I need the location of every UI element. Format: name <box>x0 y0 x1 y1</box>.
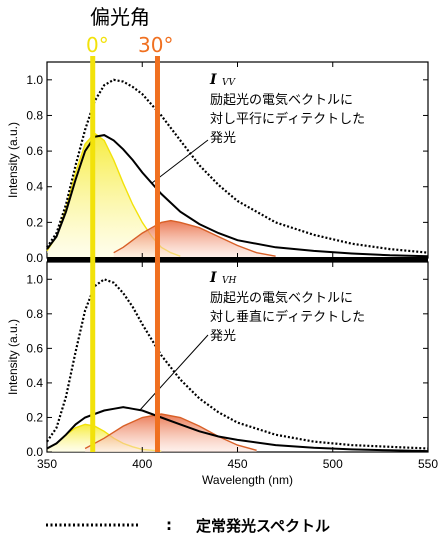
series-fill-angle-30 <box>113 220 276 258</box>
series-line-angle-30 <box>113 219 276 257</box>
annotation-pointer <box>151 139 209 184</box>
y-tick-label: 0.8 <box>26 307 43 321</box>
series-steady-state <box>46 278 429 450</box>
polarization-angle-title: 偏光角 <box>90 5 150 29</box>
annotation-pointer <box>139 334 209 411</box>
x-tick-label: 400 <box>132 457 152 471</box>
angle-0-label: 0° <box>86 33 109 57</box>
y-tick-label: 0.8 <box>26 108 43 122</box>
annotation-subscript: VV <box>222 78 236 88</box>
y-tick-label: 0.6 <box>26 341 43 355</box>
annotation-text: 対し平行にディテクトした <box>210 111 365 127</box>
annotation-subscript: VH <box>222 276 236 286</box>
annotation-text: 発光 <box>210 131 236 146</box>
y-tick-label: 0.6 <box>26 144 43 158</box>
angle-30-label: 30° <box>138 33 173 57</box>
annotation-text: 対し垂直にディテクトした <box>210 309 365 325</box>
x-tick-label: 500 <box>323 457 343 471</box>
annotation-text: 発光 <box>210 329 236 344</box>
x-tick-label: 450 <box>227 457 247 471</box>
annotation-text: 励起光の電気ベクトルに <box>210 290 353 306</box>
x-axis-label: Wavelength (nm) <box>202 473 293 487</box>
y-axis-label: Intensity (a.u.) <box>6 122 20 198</box>
y-tick-label: 1.0 <box>26 272 43 286</box>
top-panel: 0.0 0.2 0.4 0.6 0.8 1.0 Intensity (a.u.) I VV 励起光… <box>6 61 429 265</box>
y-tick-label: 1.0 <box>26 73 43 87</box>
y-tick-label: 0.2 <box>26 215 43 229</box>
y-tick-label: 0.4 <box>26 376 43 390</box>
x-tick-label: 350 <box>37 457 57 471</box>
y-tick-label: 0.0 <box>26 251 43 265</box>
legend-separator: : <box>166 516 172 534</box>
series-steady-state <box>46 78 429 254</box>
annotation-symbol: I <box>209 270 217 286</box>
plot-frame <box>46 261 429 453</box>
legend-label: 定常発光スペクトル <box>196 517 330 535</box>
y-tick-label: 0.4 <box>26 180 43 194</box>
bottom-panel: 0.0 0.2 0.4 0.6 0.8 1.0 350 400 450 500 550 Intensi… <box>6 261 438 487</box>
series-measured <box>46 406 429 453</box>
series-line-angle-30 <box>84 413 257 451</box>
series-measured <box>46 134 429 258</box>
annotation-symbol: I <box>209 72 217 88</box>
annotation-text: 励起光の電気ベクトルに <box>210 92 353 108</box>
x-tick-label: 550 <box>418 457 438 471</box>
y-tick-label: 0.2 <box>26 410 43 424</box>
y-axis-label: Intensity (a.u.) <box>6 319 20 395</box>
series-fill-angle-30 <box>85 414 257 452</box>
y-tick-label: 0.0 <box>26 445 43 459</box>
panel-divider <box>47 257 428 262</box>
